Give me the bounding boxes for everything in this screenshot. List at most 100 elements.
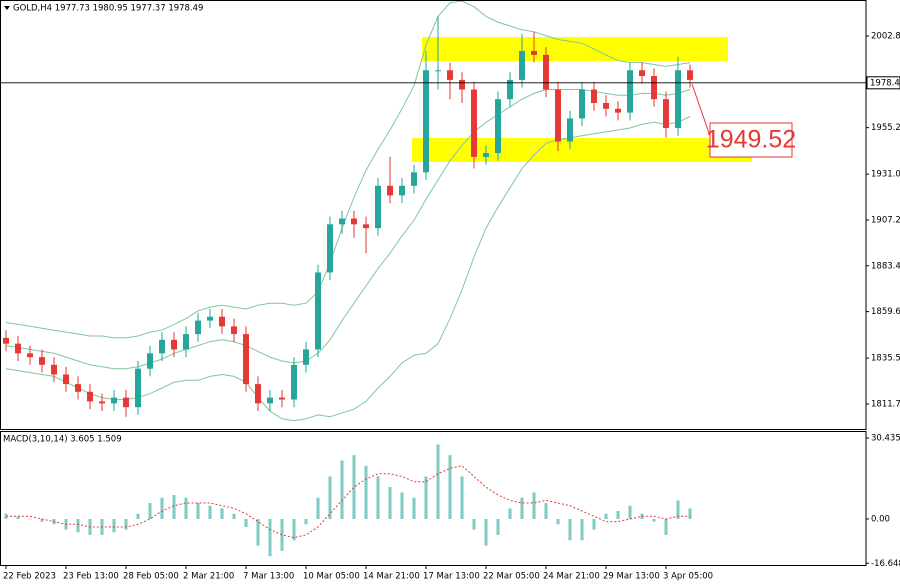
- macd-bar: [232, 513, 236, 519]
- candle-body: [363, 224, 369, 229]
- macd-bar: [556, 518, 560, 525]
- candle-body: [351, 218, 357, 225]
- candle-body: [423, 70, 429, 173]
- candle-body: [63, 374, 69, 385]
- candle-body: [375, 185, 381, 229]
- macd-bar: [616, 511, 620, 519]
- macd-bar: [160, 497, 164, 519]
- y-tick-label: 1883.45: [871, 261, 900, 271]
- candle-body: [183, 334, 189, 350]
- candle-body: [267, 397, 273, 404]
- candle-body: [459, 79, 465, 90]
- macd-bar: [376, 476, 380, 519]
- candle-body: [447, 70, 453, 80]
- macd-bar: [340, 460, 344, 519]
- macd-bar: [280, 518, 284, 551]
- current-price-box: [866, 76, 900, 90]
- macd-bar: [172, 495, 176, 519]
- macd-bar: [532, 492, 536, 519]
- candle-body: [99, 401, 105, 404]
- x-tick-label: 2 Mar 21:00: [183, 572, 234, 582]
- macd-bar: [412, 497, 416, 519]
- macd-bar: [436, 444, 440, 519]
- macd-bar: [16, 516, 20, 519]
- support-zone: [412, 138, 752, 162]
- annotation: 1949.52: [706, 126, 796, 154]
- macd-bar: [628, 505, 632, 519]
- macd-bar: [592, 518, 596, 530]
- bollinger-band: [5, 89, 691, 370]
- candle-body: [603, 103, 609, 109]
- candle-body: [207, 316, 213, 321]
- candle-body: [567, 118, 573, 142]
- candle-body: [171, 339, 177, 350]
- candle-body: [483, 153, 489, 157]
- macd-bar: [520, 497, 524, 519]
- candle-body: [135, 368, 141, 408]
- candle-body: [591, 89, 597, 104]
- candle-body: [495, 99, 501, 154]
- candle-body: [555, 89, 561, 142]
- x-tick-label: 28 Feb 05:00: [123, 572, 179, 582]
- zones: [412, 37, 752, 162]
- x-tick-label: 14 Mar 21:00: [363, 572, 420, 582]
- x-tick-label: 23 Feb 13:00: [63, 572, 119, 582]
- macd-bar: [400, 492, 404, 519]
- candle-body: [255, 384, 261, 404]
- candle-body: [303, 349, 309, 365]
- candle-body: [435, 70, 441, 72]
- main-frame: [0, 0, 867, 430]
- macd-bar: [76, 518, 80, 533]
- y-tick-label: 30.435: [871, 434, 900, 444]
- candle-body: [639, 70, 645, 77]
- y-tick-label: 1859.65: [871, 307, 900, 317]
- macd-bar: [136, 513, 140, 519]
- y-tick-label: 0.00: [871, 514, 890, 524]
- candle-body: [147, 353, 153, 369]
- macd-bar: [676, 500, 680, 519]
- candle-body: [27, 353, 33, 358]
- candle-body: [3, 337, 9, 344]
- x-tick-label: 29 Mar 13:00: [603, 572, 660, 582]
- candle-body: [507, 79, 513, 100]
- macd-bar: [364, 465, 368, 519]
- macd-bar: [664, 518, 668, 535]
- macd-title: MACD(3,10,14) 3.605 1.509: [3, 435, 122, 445]
- candle-body: [399, 185, 405, 196]
- candle-body: [51, 364, 57, 375]
- macd-bar: [256, 518, 260, 546]
- x-tick-label: 7 Mar 13:00: [243, 572, 294, 582]
- candle-body: [327, 224, 333, 273]
- bollinger-band: [5, 116, 691, 422]
- candle-body: [687, 70, 693, 80]
- chart-title: GOLD,H4 1977.73 1980.95 1977.37 1978.49: [13, 4, 203, 14]
- candle-body: [39, 357, 45, 365]
- macd-bar: [448, 455, 452, 519]
- macd-signal: [6, 465, 690, 539]
- macd-bar: [388, 487, 392, 519]
- y-tick-label: -16.648: [871, 559, 900, 569]
- macd-bar: [148, 503, 152, 519]
- macd-bar: [112, 518, 116, 533]
- x-tick-label: 3 Apr 05:00: [663, 572, 713, 582]
- candle-body: [315, 272, 321, 350]
- candle-body: [231, 326, 237, 335]
- candle-body: [531, 51, 537, 55]
- candle-body: [123, 397, 129, 408]
- annotation-box: [709, 122, 793, 158]
- candle-body: [543, 54, 549, 90]
- macd-bar: [352, 455, 356, 519]
- macd-bar: [292, 518, 296, 541]
- y-tick-label: 1835.50: [871, 354, 900, 364]
- macd-bar: [688, 508, 692, 519]
- macd-bar: [244, 518, 248, 527]
- macd-bar: [544, 503, 548, 519]
- candle-body: [159, 339, 165, 354]
- candle-body: [243, 334, 249, 385]
- candle-body: [339, 218, 345, 225]
- candle-body: [651, 76, 657, 100]
- x-tick-label: 22 Feb 2023: [3, 572, 56, 582]
- candle-body: [279, 397, 285, 400]
